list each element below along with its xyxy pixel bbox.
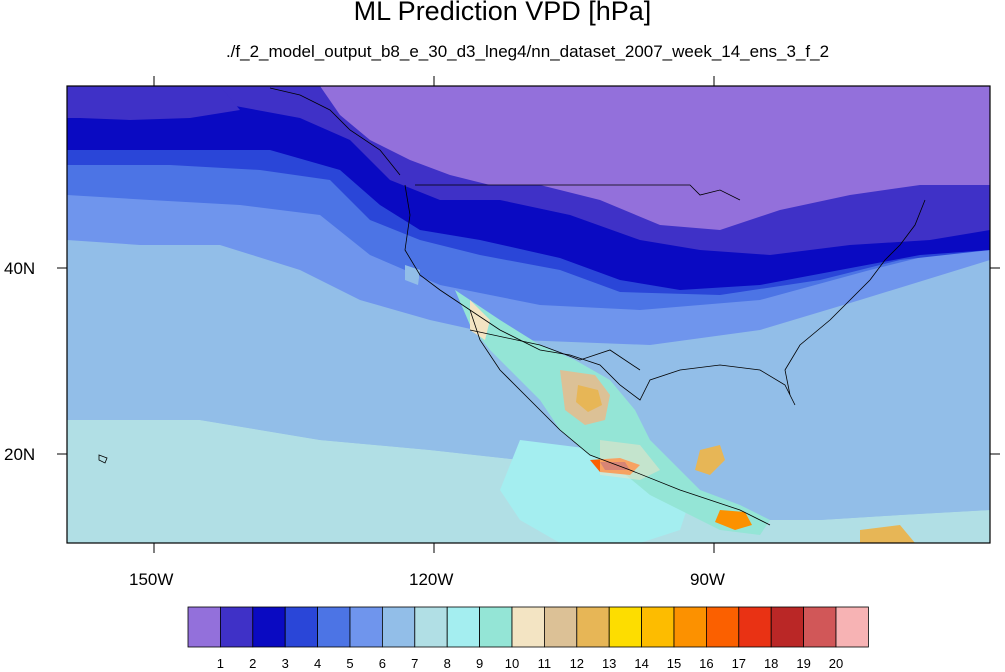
lat-label-20n: 20N (4, 445, 36, 464)
colorbar-label: 5 (346, 656, 354, 671)
colorbar-label: 6 (378, 656, 386, 671)
colorbar-label: 15 (666, 656, 682, 671)
colorbar-swatch (738, 606, 772, 648)
colorbar-label: 4 (313, 656, 322, 671)
colorbar-label: 13 (601, 656, 617, 671)
colorbar-swatch (219, 606, 254, 648)
map-title: ML Prediction VPD [hPa] (353, 0, 652, 26)
colorbar-label: 16 (699, 656, 714, 671)
colorbar-swatch (673, 606, 707, 648)
coastlines (98, 87, 926, 526)
colorbar-label: 1 (216, 656, 224, 671)
colorbar-swatch (446, 606, 481, 648)
lat-label-40n: 40N (4, 259, 36, 278)
colorbar-swatch (349, 606, 383, 648)
colorbar-swatch (803, 606, 837, 648)
colorbar-swatch (187, 606, 221, 648)
colorbar-label: 18 (763, 656, 779, 671)
lon-label-150w: 150W (129, 570, 174, 589)
colorbar-swatch (252, 606, 286, 648)
colorbar-label: 19 (796, 656, 811, 671)
colorbar-label: 8 (443, 656, 451, 671)
colorbar-label: 10 (504, 656, 520, 671)
colorbar-swatch (414, 606, 448, 648)
colorbar-label: 3 (281, 656, 289, 671)
map-subtitle: ./f_2_model_output_b8_e_30_d3_lneg4/nn_d… (225, 42, 830, 61)
lon-label-90w: 90W (690, 570, 725, 589)
colorbar-swatch (835, 606, 869, 648)
colorbar-label: 14 (634, 656, 649, 671)
colorbar-swatch (284, 606, 319, 648)
colorbar-swatch (479, 606, 513, 648)
colorbar-label: 9 (475, 656, 484, 671)
colorbar-swatch (706, 606, 740, 648)
colorbar-label: 12 (569, 656, 585, 671)
colorbar-swatch (381, 606, 416, 648)
lon-label-120w: 120W (409, 570, 454, 589)
colorbar-swatch (544, 606, 578, 648)
colorbar-label: 7 (411, 656, 419, 671)
colorbar-label: 2 (249, 656, 257, 671)
colorbar-swatch (511, 606, 545, 648)
vpd-field (67, 86, 990, 543)
axis-ticks (57, 76, 1000, 553)
colorbar-swatch (576, 606, 610, 648)
colorbar-label: 20 (828, 656, 844, 671)
map-frame (66, 85, 991, 544)
colorbar-label: 17 (731, 656, 747, 671)
colorbar-swatch (770, 606, 805, 648)
colorbar-swatch (641, 606, 675, 648)
colorbar-swatch (317, 606, 351, 648)
colorbar-swatch (608, 606, 643, 648)
colorbar-label: 11 (537, 656, 552, 671)
